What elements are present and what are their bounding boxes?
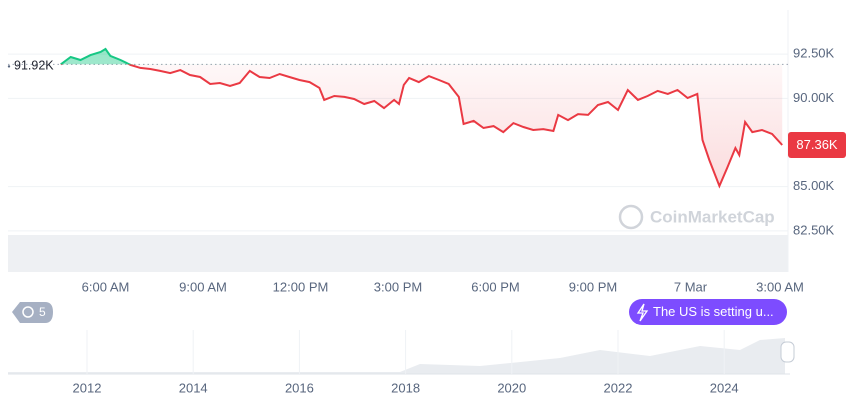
navigator-handle[interactable] <box>780 341 795 363</box>
area-down <box>129 64 783 186</box>
badge-shape <box>629 299 787 325</box>
watermark: CoinMarketCap <box>618 204 775 230</box>
price-line-down <box>60 64 783 189</box>
volume-area <box>8 235 788 272</box>
x-tick-label: 7 Mar <box>674 279 708 294</box>
navigator: 2012 2014 2016 2018 2020 2022 2024 <box>8 330 795 395</box>
x-tick-label: 9:00 PM <box>569 279 617 294</box>
y-tick-label: 92.50K <box>793 46 835 61</box>
reference-label: 91.92K <box>14 59 54 73</box>
watermark-text: CoinMarketCap <box>650 207 775 226</box>
reference-dot <box>7 65 11 68</box>
navigator-area <box>8 338 785 374</box>
x-tick-label: 3:00 AM <box>756 279 804 294</box>
x-tick-label: 3:00 PM <box>374 279 422 294</box>
navigator-year: 2020 <box>497 380 526 395</box>
y-tick-label: 85.00K <box>793 178 835 193</box>
x-tick-label: 6:00 AM <box>82 279 130 294</box>
navigator-year: 2018 <box>391 380 420 395</box>
history-count: 5 <box>39 305 46 319</box>
x-tick-label: 9:00 AM <box>179 279 227 294</box>
x-tick-label: 12:00 PM <box>273 279 329 294</box>
navigator-year: 2012 <box>73 380 102 395</box>
last-price-label: 87.36K <box>796 137 838 152</box>
history-icon <box>22 306 34 318</box>
y-tick-label: 90.00K <box>793 90 835 105</box>
navigator-year: 2024 <box>710 380 739 395</box>
history-badge[interactable]: 5 <box>12 302 53 323</box>
x-tick-label: 6:00 PM <box>471 279 519 294</box>
navigator-year: 2016 <box>285 380 314 395</box>
lightning-icon <box>636 303 649 322</box>
navigator-year: 2022 <box>604 380 633 395</box>
navigator-year: 2014 <box>179 380 208 395</box>
watermark-logo <box>618 204 644 230</box>
event-badge[interactable]: The US is setting u... <box>629 299 787 325</box>
last-price-badge <box>788 131 846 158</box>
y-tick-label: 82.50K <box>793 222 835 237</box>
event-text: The US is setting u... <box>653 304 774 319</box>
